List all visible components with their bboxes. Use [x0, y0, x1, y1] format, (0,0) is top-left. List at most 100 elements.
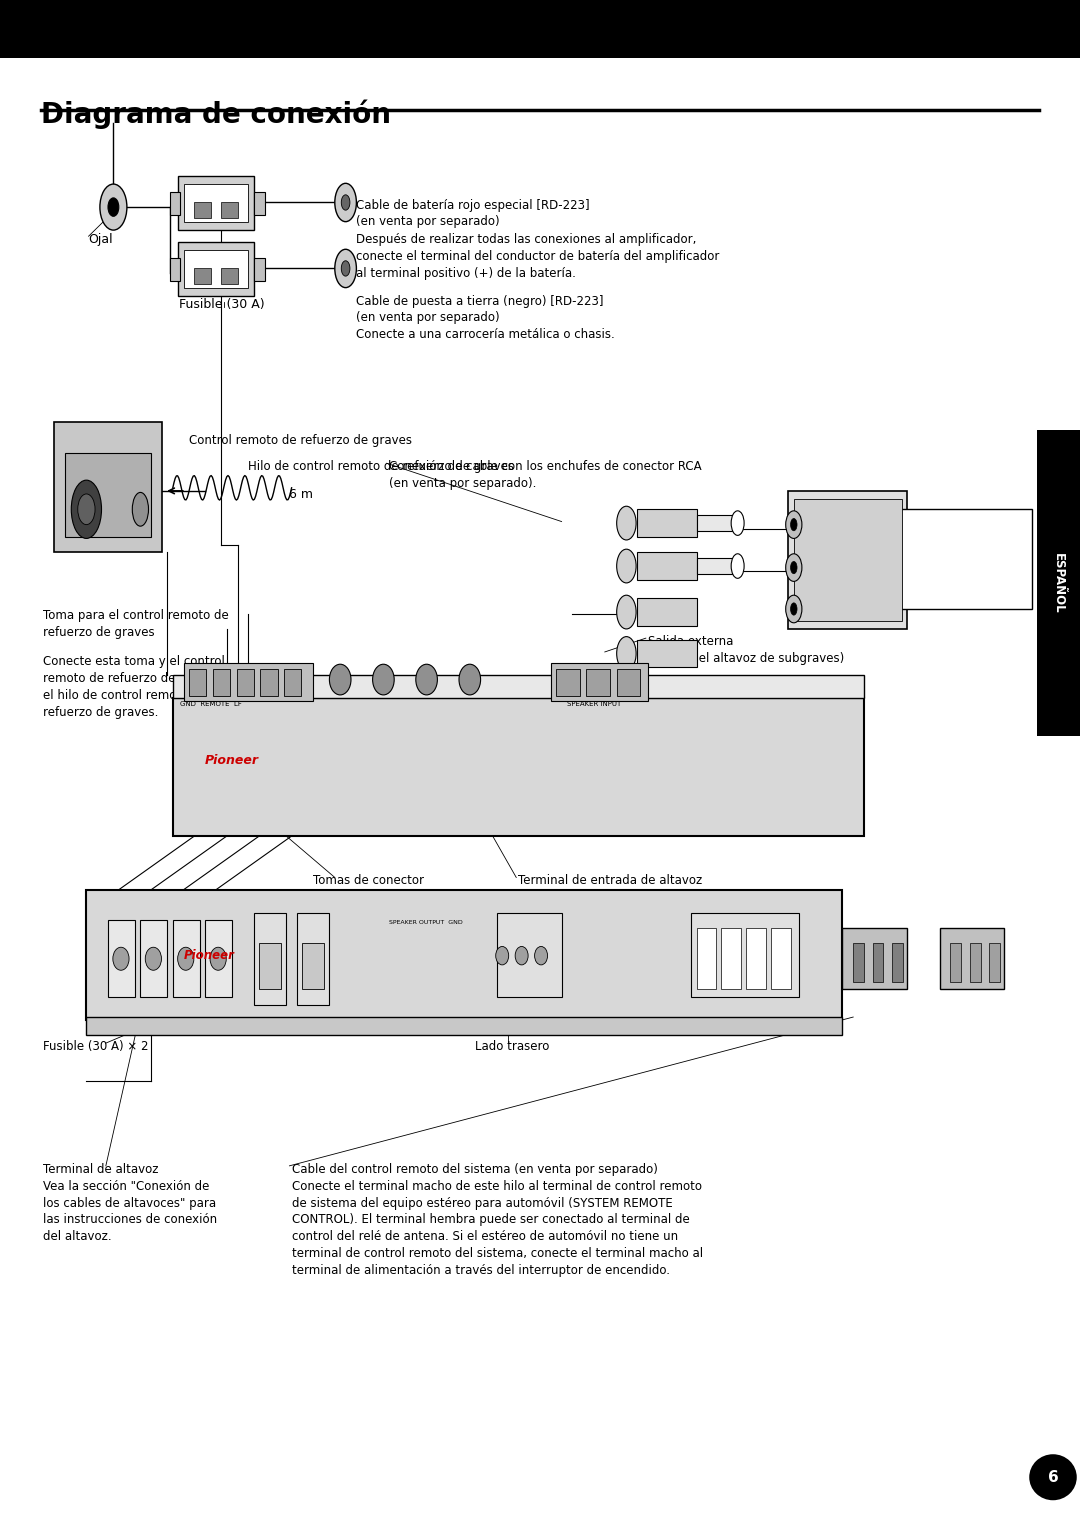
Bar	[794, 499, 902, 621]
Text: Cable del control remoto del sistema (en venta por separado): Cable del control remoto del sistema (en…	[292, 1163, 658, 1175]
Text: (en venta por separado): (en venta por separado)	[356, 311, 500, 324]
Ellipse shape	[785, 595, 801, 623]
Bar	[189, 669, 206, 696]
Bar	[940, 928, 1004, 989]
Ellipse shape	[113, 946, 130, 971]
Text: Después de realizar todas las conexiones al amplificador,: Después de realizar todas las conexiones…	[356, 233, 697, 245]
Bar	[637, 598, 697, 626]
Text: Fusible (30 A): Fusible (30 A)	[178, 199, 265, 212]
Ellipse shape	[211, 946, 227, 971]
Text: Lado delantero: Lado delantero	[235, 741, 324, 753]
Ellipse shape	[617, 549, 636, 583]
Bar	[617, 669, 640, 696]
Bar	[54, 422, 162, 552]
Text: Terminal de altavoz: Terminal de altavoz	[43, 1163, 159, 1175]
Bar	[205, 920, 232, 997]
Ellipse shape	[78, 494, 95, 525]
Bar	[254, 192, 265, 215]
Bar	[170, 192, 180, 215]
Bar	[970, 943, 981, 982]
Text: (en venta por separado).: (en venta por separado).	[389, 477, 536, 489]
Ellipse shape	[373, 664, 394, 695]
Bar	[853, 943, 864, 982]
Bar	[637, 640, 697, 667]
Ellipse shape	[731, 554, 744, 578]
Ellipse shape	[785, 554, 801, 581]
Text: GND  REMOTE  LF: GND REMOTE LF	[179, 701, 242, 707]
Bar	[194, 268, 211, 284]
Ellipse shape	[341, 261, 350, 276]
Bar	[0, 0, 1080, 58]
Bar	[178, 176, 254, 230]
Text: de sistema del equipo estéreo para automóvil (SYSTEM REMOTE: de sistema del equipo estéreo para autom…	[292, 1197, 673, 1209]
Ellipse shape	[146, 946, 162, 971]
Text: control del relé de antena. Si el estéreo de automóvil no tiene un: control del relé de antena. Si el estére…	[292, 1230, 678, 1243]
Bar	[86, 1017, 842, 1035]
Ellipse shape	[71, 480, 102, 538]
Text: Fusible (30 A): Fusible (30 A)	[178, 298, 265, 310]
Bar	[497, 913, 562, 997]
Text: Diagrama de conexión: Diagrama de conexión	[41, 100, 391, 129]
Text: el hilo de control remoto de: el hilo de control remoto de	[43, 689, 207, 701]
Text: Pioneer: Pioneer	[205, 753, 259, 767]
Ellipse shape	[791, 561, 797, 574]
Bar	[221, 268, 238, 284]
Ellipse shape	[335, 184, 356, 222]
Text: SPEAKER OUTPUT  GND: SPEAKER OUTPUT GND	[389, 920, 462, 925]
Bar	[108, 920, 135, 997]
Text: conecte el terminal del conductor de batería del amplificador: conecte el terminal del conductor de bat…	[356, 250, 719, 262]
Bar	[556, 669, 580, 696]
Bar	[637, 552, 697, 580]
Text: refuerzo de graves.: refuerzo de graves.	[43, 706, 159, 718]
Text: ESPAÑOL: ESPAÑOL	[1052, 552, 1065, 614]
Bar	[254, 913, 286, 1005]
Bar	[892, 943, 903, 982]
Bar	[950, 943, 961, 982]
Text: CONTROL). El terminal hembra puede ser conectado al terminal de: CONTROL). El terminal hembra puede ser c…	[292, 1213, 689, 1226]
Text: Vea la sección "Uso de la entrada: Vea la sección "Uso de la entrada	[518, 891, 716, 904]
Ellipse shape	[496, 946, 509, 965]
Bar	[989, 943, 1000, 982]
Bar	[586, 669, 610, 696]
Ellipse shape	[341, 195, 350, 210]
Text: (en venta por separado): (en venta por separado)	[356, 215, 500, 227]
Bar	[260, 669, 278, 696]
Bar	[254, 258, 265, 281]
Bar	[259, 943, 281, 989]
Bar	[184, 250, 248, 288]
Text: SPEAKER INPUT: SPEAKER INPUT	[567, 701, 621, 707]
Text: de entrada RCA: de entrada RCA	[313, 891, 406, 904]
Bar	[697, 558, 734, 574]
Text: Ojal: Ojal	[89, 233, 113, 245]
Bar	[697, 928, 716, 989]
Text: Vea la sección "Conexión de: Vea la sección "Conexión de	[43, 1180, 210, 1192]
Bar	[1037, 430, 1080, 736]
Ellipse shape	[108, 198, 119, 216]
Text: Toma para el control remoto de: Toma para el control remoto de	[43, 609, 229, 621]
Bar	[173, 675, 864, 698]
Bar	[721, 928, 741, 989]
Bar	[184, 663, 313, 701]
Ellipse shape	[329, 664, 351, 695]
Bar	[746, 928, 766, 989]
Bar	[140, 920, 167, 997]
Ellipse shape	[617, 595, 636, 629]
Bar	[194, 202, 211, 218]
Bar	[551, 663, 648, 701]
Text: Conecte esta toma y el control: Conecte esta toma y el control	[43, 655, 225, 667]
Ellipse shape	[785, 511, 801, 538]
Ellipse shape	[335, 250, 356, 288]
Bar	[65, 453, 151, 537]
Bar	[842, 928, 907, 989]
Bar	[697, 515, 734, 531]
Ellipse shape	[133, 492, 149, 526]
Text: de altavoz".: de altavoz".	[518, 908, 589, 920]
Text: Estéreo de: Estéreo de	[886, 545, 948, 557]
Text: Salida externa: Salida externa	[648, 635, 733, 647]
Text: Tomas de conector: Tomas de conector	[313, 874, 424, 887]
Ellipse shape	[515, 946, 528, 965]
Text: Pioneer: Pioneer	[184, 950, 234, 962]
Text: remoto de refuerzo de graves con: remoto de refuerzo de graves con	[43, 672, 244, 684]
Bar	[873, 509, 1032, 609]
Ellipse shape	[617, 506, 636, 540]
